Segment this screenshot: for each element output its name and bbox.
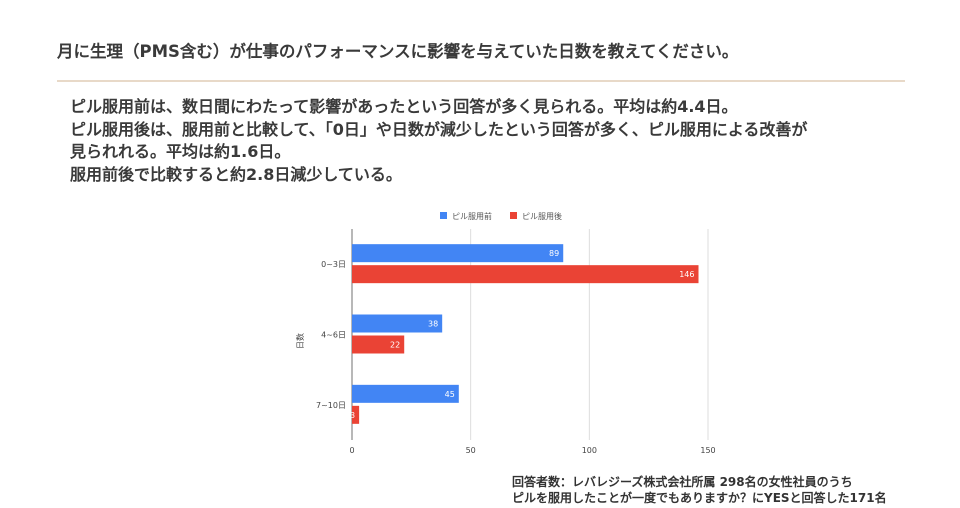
page-title: 月に生理（PMS含む）が仕事のパフォーマンスに影響を与えていた日数を教えてくださ…: [57, 42, 739, 61]
y-tick-label: 4~6日: [321, 331, 346, 340]
bar: [352, 244, 564, 263]
summary-text: ピル服用前は、数日間にわたって影響があったという回答が多く見られる。平均は約4.…: [70, 96, 807, 186]
y-tick-label: 7~10日: [316, 401, 346, 410]
x-tick-label: 0: [349, 446, 354, 455]
respondent-note: 回答者数：レバレジーズ株式会社所属 298名の女性社員のうち ピルを服用したこと…: [512, 474, 887, 506]
bar: [352, 405, 360, 424]
data-label: 146: [679, 270, 694, 279]
bar: [352, 314, 443, 333]
divider: [57, 80, 905, 82]
legend-swatch: [510, 212, 517, 219]
bar: [352, 265, 699, 284]
summary-line: 見られれる。平均は約1.6日。: [70, 142, 291, 161]
legend-swatch: [440, 212, 447, 219]
note-line: ピルを服用したことが一度でもありますか？にYESと回答した171名: [512, 491, 887, 505]
data-label: 38: [428, 320, 438, 329]
y-axis-title: 日数: [295, 333, 305, 349]
summary-line: ピル服用前は、数日間にわたって影響があったという回答が多く見られる。平均は約4.…: [70, 97, 738, 116]
x-tick-label: 50: [466, 446, 476, 455]
data-label: 45: [445, 390, 455, 399]
y-tick-label: 0~3日: [321, 260, 346, 269]
legend-label: ピル服用前: [452, 211, 492, 221]
bar: [352, 384, 459, 403]
legend-label: ピル服用後: [522, 211, 562, 221]
summary-line: 服用前後で比較すると約2.8日減少している。: [70, 164, 402, 184]
bar: [352, 335, 405, 354]
data-label: 3: [350, 411, 355, 420]
data-label: 89: [549, 249, 559, 258]
x-tick-label: 100: [582, 446, 597, 455]
summary-line: ピル服用後は、服用前と比較して、「0日」や日数が減少したという回答が多く、ピル服…: [70, 119, 808, 139]
data-label: 22: [390, 341, 400, 350]
x-tick-label: 150: [700, 446, 715, 455]
note-line: 回答者数：レバレジーズ株式会社所属 298名の女性社員のうち: [512, 475, 853, 489]
